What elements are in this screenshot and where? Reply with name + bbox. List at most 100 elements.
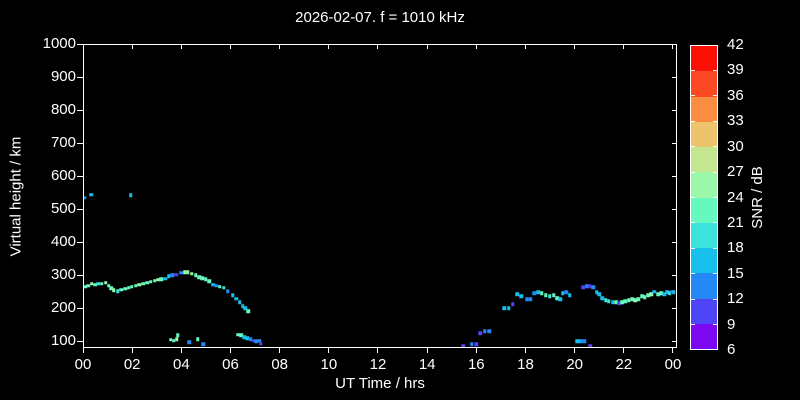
data-point bbox=[543, 293, 548, 298]
colorbar-tick-label: 39 bbox=[727, 61, 744, 79]
data-point bbox=[662, 292, 666, 297]
y-tick bbox=[77, 109, 83, 111]
colorbar-notch bbox=[713, 298, 717, 300]
colorbar-tick-label: 27 bbox=[727, 163, 744, 181]
data-point bbox=[145, 281, 150, 285]
data-point bbox=[607, 299, 611, 304]
colorbar-tick-label: 9 bbox=[727, 315, 736, 333]
data-point bbox=[171, 338, 176, 343]
data-point bbox=[234, 297, 239, 301]
colorbar-notch bbox=[713, 146, 717, 148]
colorbar-segment bbox=[691, 298, 717, 324]
x-tick-label: 06 bbox=[222, 356, 239, 373]
data-point bbox=[519, 294, 523, 299]
data-point bbox=[156, 277, 160, 282]
x-tick bbox=[623, 348, 625, 353]
data-point bbox=[179, 270, 183, 275]
data-point bbox=[109, 286, 113, 290]
x-axis-label: UT Time / hrs bbox=[335, 375, 425, 392]
data-point bbox=[511, 302, 515, 307]
data-point bbox=[200, 276, 205, 281]
y-tick-label: 500 bbox=[50, 200, 76, 218]
data-point bbox=[123, 287, 128, 291]
data-point bbox=[174, 272, 178, 277]
colorbar-tick-label: 12 bbox=[727, 290, 744, 308]
x-tick-top bbox=[131, 45, 133, 49]
data-point bbox=[670, 289, 674, 294]
y-tick bbox=[77, 208, 83, 210]
chart-title: 2026-02-07. f = 1010 kHz bbox=[295, 9, 465, 26]
y-tick bbox=[77, 274, 83, 276]
x-tick-top bbox=[475, 45, 477, 49]
data-point bbox=[230, 293, 235, 298]
data-point bbox=[183, 270, 187, 274]
data-point bbox=[211, 283, 215, 287]
plot-area bbox=[83, 44, 677, 348]
data-point bbox=[167, 274, 171, 279]
y-tick-right bbox=[672, 109, 676, 111]
colorbar-tick-label: 30 bbox=[727, 137, 744, 155]
y-tick-right bbox=[672, 307, 676, 309]
x-tick-top bbox=[229, 45, 231, 49]
data-point bbox=[259, 341, 263, 346]
y-tick-label: 300 bbox=[50, 266, 76, 284]
data-point bbox=[106, 283, 111, 288]
data-point bbox=[226, 289, 230, 293]
data-point bbox=[665, 290, 669, 295]
data-point bbox=[187, 340, 191, 345]
data-point bbox=[251, 338, 256, 343]
y-tick-label: 100 bbox=[50, 332, 76, 350]
data-point bbox=[581, 285, 585, 289]
data-point bbox=[536, 290, 541, 295]
data-point bbox=[588, 284, 592, 288]
x-tick-label: 20 bbox=[566, 356, 583, 373]
x-tick bbox=[672, 348, 674, 353]
data-point bbox=[153, 278, 157, 283]
y-tick-right bbox=[672, 241, 676, 243]
colorbar-notch bbox=[713, 171, 717, 173]
data-point bbox=[470, 342, 474, 346]
data-point bbox=[649, 292, 654, 297]
colorbar-tick-label: 33 bbox=[727, 112, 744, 130]
data-point bbox=[163, 276, 167, 281]
x-tick-top bbox=[82, 45, 84, 49]
colorbar-notch bbox=[713, 324, 717, 326]
y-tick-right bbox=[672, 43, 676, 45]
x-tick-label: 00 bbox=[74, 356, 92, 373]
x-tick bbox=[180, 348, 182, 353]
data-point bbox=[197, 275, 201, 280]
data-point bbox=[189, 271, 194, 276]
colorbar-segment bbox=[691, 323, 717, 349]
colorbar-notch bbox=[691, 146, 695, 148]
colorbar-tick-label: 18 bbox=[727, 239, 744, 257]
x-tick bbox=[574, 348, 576, 353]
data-point bbox=[90, 282, 94, 286]
data-point bbox=[667, 291, 672, 296]
data-point bbox=[175, 337, 179, 342]
x-tick-top bbox=[377, 45, 379, 49]
x-tick-label: 10 bbox=[320, 356, 338, 373]
data-point bbox=[214, 283, 218, 288]
data-point bbox=[591, 285, 596, 289]
data-point bbox=[119, 288, 124, 292]
data-point bbox=[487, 329, 491, 333]
data-point bbox=[515, 292, 519, 297]
x-tick-label: 12 bbox=[369, 356, 387, 373]
data-point bbox=[201, 342, 205, 347]
data-point bbox=[525, 297, 529, 301]
data-point bbox=[532, 291, 537, 296]
data-point bbox=[577, 339, 582, 344]
x-tick-label: 22 bbox=[615, 356, 633, 373]
x-tick-label: 16 bbox=[467, 356, 485, 373]
data-point bbox=[548, 294, 552, 299]
x-tick bbox=[524, 348, 526, 353]
data-point bbox=[584, 284, 589, 288]
x-tick-label: 00 bbox=[664, 356, 682, 373]
data-point bbox=[112, 288, 116, 292]
data-point bbox=[610, 300, 615, 305]
x-tick-label: 04 bbox=[172, 356, 190, 373]
data-point bbox=[561, 291, 565, 296]
y-tick-right bbox=[672, 340, 676, 342]
colorbar-notch bbox=[713, 197, 717, 198]
y-tick-label: 1000 bbox=[42, 35, 76, 52]
